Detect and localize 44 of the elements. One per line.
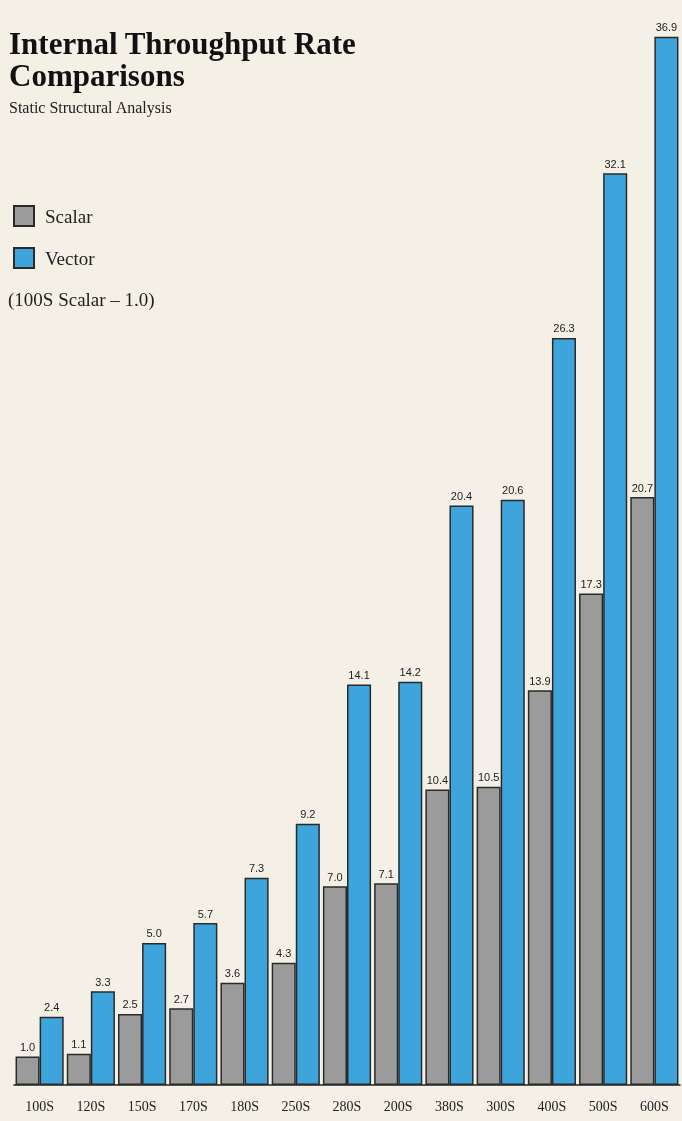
- legend-label: Scalar: [45, 205, 94, 227]
- x-tick-label: 280S: [332, 1098, 362, 1114]
- data-label: 5.0: [146, 927, 162, 940]
- x-tick-label: 180S: [230, 1098, 259, 1114]
- data-label: 3.3: [95, 975, 111, 988]
- data-label: 3.6: [224, 967, 241, 980]
- data-label: 4.3: [276, 947, 292, 960]
- data-label: 2.5: [122, 998, 138, 1011]
- data-label: 14.1: [348, 668, 370, 681]
- data-label: 32.1: [604, 157, 626, 170]
- data-label: 7.3: [248, 862, 265, 875]
- data-label: 20.7: [631, 481, 654, 494]
- x-tick-label: 380S: [435, 1098, 464, 1114]
- x-tick-label: 200S: [383, 1098, 413, 1114]
- chart-title: Internal Throughput Rate Comparisons: [9, 25, 364, 93]
- data-label: 36.9: [655, 21, 678, 34]
- data-label: 2.7: [173, 992, 189, 1005]
- data-label: 26.3: [553, 322, 575, 335]
- data-label: 1.0: [19, 1041, 36, 1054]
- data-label: 13.9: [529, 674, 551, 687]
- data-label: 14.2: [399, 666, 421, 679]
- legend-label: Vector: [45, 247, 96, 269]
- data-label: 1.1: [71, 1038, 87, 1051]
- data-label: 20.6: [502, 484, 524, 497]
- x-tick-label: 600S: [639, 1098, 669, 1114]
- data-label: 5.7: [197, 907, 213, 920]
- x-tick-label: 250S: [281, 1098, 311, 1114]
- data-label: 9.2: [300, 808, 316, 821]
- x-tick-label: 120S: [76, 1098, 106, 1114]
- data-label: 10.4: [426, 774, 449, 787]
- data-label: 2.4: [44, 1001, 60, 1014]
- annotation: (100S Scalar – 1.0): [8, 289, 155, 311]
- data-label: 7.0: [327, 870, 343, 883]
- data-label: 17.3: [580, 578, 602, 591]
- data-label: 10.5: [477, 771, 500, 784]
- x-tick-label: 100S: [25, 1098, 55, 1114]
- x-tick-label: 400S: [537, 1098, 567, 1114]
- data-label: 20.4: [450, 490, 473, 503]
- data-label: 7.1: [378, 867, 394, 880]
- x-tick-label: 170S: [178, 1098, 208, 1114]
- x-tick-label: 500S: [588, 1098, 618, 1114]
- text: Static Structural Analysis: [9, 98, 172, 117]
- x-tick-label: 150S: [127, 1098, 157, 1114]
- x-tick-label: 300S: [486, 1098, 516, 1114]
